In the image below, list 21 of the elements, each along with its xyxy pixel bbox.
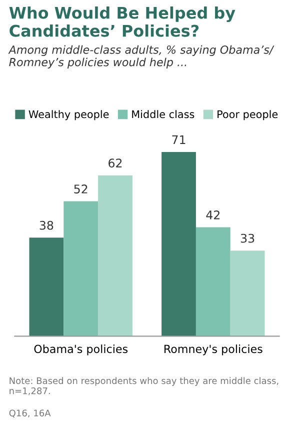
text: Q16, 16A: [9, 410, 51, 418]
bar: [64, 201, 98, 336]
data-label: 71: [172, 135, 186, 144]
data-label: 38: [40, 220, 54, 230]
chart-subtitle: Among middle-class adults, % saying Obama’s/ Romney’s policies would help ...: [8, 45, 274, 68]
data-label: 62: [108, 158, 122, 168]
bar: [162, 152, 196, 336]
bar: [98, 175, 132, 336]
data-label: 42: [206, 210, 220, 220]
x-tick-label: Obama's policies: [34, 344, 128, 356]
legend-label: Middle class: [132, 110, 194, 118]
x-tick-label: Romney's policies: [164, 344, 262, 356]
bar: [230, 250, 265, 336]
bar: [196, 227, 230, 336]
chart-title: Who Would Be Helped by Candidates’ Policies?: [9, 6, 236, 37]
legend-label: Wealthy people: [28, 110, 109, 120]
data-label: 33: [240, 234, 254, 243]
legend-label: Poor people: [218, 110, 278, 120]
data-label: 52: [74, 184, 88, 194]
text: Note: Based on respondents who say they are middle class, n=1,287.: [10, 377, 278, 396]
bar: [29, 238, 64, 336]
